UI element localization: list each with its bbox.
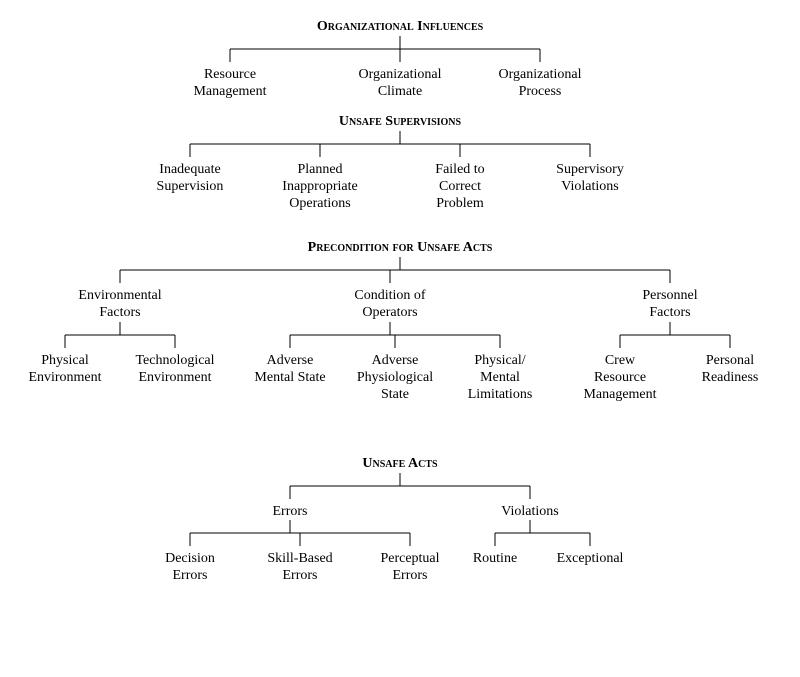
tree-node: Personnel Factors <box>642 288 697 320</box>
node-label: Condition of <box>354 288 426 303</box>
tree-node: Adverse Physiological State <box>357 353 433 402</box>
tree-node: Errors <box>273 504 308 519</box>
node-label: Errors <box>273 504 308 519</box>
tree-node: Routine <box>473 551 517 566</box>
node-label: Errors <box>283 568 318 583</box>
node-label: Operators <box>362 305 417 320</box>
tree-node: Personal Readiness <box>702 353 759 385</box>
node-label: Climate <box>378 84 422 99</box>
tree-node: Supervisory Violations <box>556 162 624 194</box>
tree-node: Technological Environment <box>135 353 214 385</box>
node-label: Correct <box>439 179 481 194</box>
node-label: Mental <box>480 370 520 385</box>
hfacs-diagram: Organizational Influences Resource Managem… <box>0 0 800 677</box>
tree-node: Physical Environment <box>28 353 101 385</box>
node-label: Planned <box>297 162 342 177</box>
node-label: Environment <box>28 370 101 385</box>
node-label: Violations <box>501 504 559 519</box>
node-label: Decision <box>165 551 215 566</box>
node-label: Routine <box>473 551 517 566</box>
tree-node: Failed to Correct Problem <box>435 162 484 211</box>
node-label: Skill-Based <box>267 551 332 566</box>
tree-node: Violations <box>501 504 559 519</box>
node-label: Process <box>519 84 562 99</box>
node-label: Supervisory <box>556 162 624 177</box>
tree-node: Resource Management <box>193 67 266 99</box>
node-label: Organizational <box>359 67 442 82</box>
section-title: Precondition for Unsafe Acts <box>308 240 493 255</box>
tree-node: Exceptional <box>557 551 624 566</box>
node-label: State <box>381 387 409 402</box>
tree-node: Environmental Factors <box>78 288 161 320</box>
node-label: Inappropriate <box>282 179 357 194</box>
node-label: Limitations <box>468 387 533 402</box>
node-label: Adverse <box>267 353 314 368</box>
node-label: Environmental <box>78 288 161 303</box>
node-label: Mental State <box>254 370 325 385</box>
node-label: Organizational <box>499 67 582 82</box>
node-label: Physical/ <box>474 353 525 368</box>
tree-node: Decision Errors <box>165 551 215 583</box>
tree-node: Adverse Mental State <box>254 353 325 385</box>
tree-node: Crew Resource Management <box>583 353 656 402</box>
node-label: Problem <box>436 196 484 211</box>
node-label: Violations <box>561 179 619 194</box>
node-label: Exceptional <box>557 551 624 566</box>
node-label: Personal <box>706 353 754 368</box>
tree-node: Physical/Mental Limitations <box>468 353 533 402</box>
node-label: Inadequate <box>159 162 220 177</box>
node-label: Physiological <box>357 370 433 385</box>
tree-node: Organizational Climate <box>359 67 442 99</box>
node-label: Failed to <box>435 162 484 177</box>
section-title: Unsafe Supervisions <box>339 114 462 129</box>
node-label: Readiness <box>702 370 759 385</box>
node-label: Management <box>583 387 656 402</box>
tree-node: Inadequate Supervision <box>157 162 224 194</box>
tree-node: Perceptual Errors <box>380 551 439 583</box>
tree-node: Organizational Process <box>499 67 582 99</box>
node-label: Supervision <box>157 179 224 194</box>
tree-node: Planned Inappropriate Operations <box>282 162 357 211</box>
node-label: Resource <box>594 370 646 385</box>
node-label: Crew <box>605 353 636 368</box>
node-label: Errors <box>393 568 428 583</box>
node-label: Personnel <box>642 288 697 303</box>
tree-node: Condition of Operators <box>354 288 426 320</box>
section-title: Organizational Influences <box>317 19 484 34</box>
node-label: Factors <box>99 305 140 320</box>
node-label: Technological <box>135 353 214 368</box>
node-label: Management <box>193 84 266 99</box>
node-label: Perceptual <box>380 551 439 566</box>
node-label: Operations <box>289 196 350 211</box>
node-label: Environment <box>138 370 211 385</box>
tree-node: Skill-Based Errors <box>267 551 332 583</box>
node-label: Factors <box>649 305 690 320</box>
node-label: Errors <box>173 568 208 583</box>
node-label: Physical <box>41 353 89 368</box>
section-title: Unsafe Acts <box>362 456 438 471</box>
node-label: Resource <box>204 67 256 82</box>
node-label: Adverse <box>372 353 419 368</box>
